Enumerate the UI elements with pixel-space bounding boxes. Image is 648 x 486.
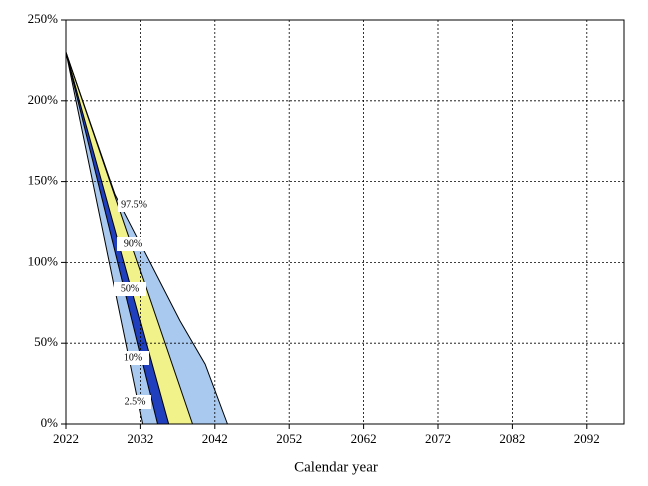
series-label: 50% — [121, 283, 139, 294]
label-box — [118, 198, 150, 212]
y-tick-label: 100% — [28, 253, 59, 268]
x-tick-label: 2062 — [351, 431, 377, 446]
y-tick-label: 150% — [28, 173, 59, 188]
label-box — [117, 351, 149, 365]
y-tick-label: 200% — [28, 92, 59, 107]
fan-band — [66, 52, 228, 424]
x-tick-label: 2052 — [276, 431, 302, 446]
x-tick-label: 2092 — [574, 431, 600, 446]
x-axis-label: Calendar year — [294, 459, 378, 475]
x-tick-label: 2042 — [202, 431, 228, 446]
plot-frame — [65, 19, 625, 425]
x-tick-label: 2072 — [425, 431, 451, 446]
label-box — [114, 282, 146, 296]
y-tick-label: 250% — [28, 11, 59, 26]
quantile-line — [65, 52, 228, 425]
x-tick-label: 2082 — [499, 431, 525, 446]
series-label: 2.5% — [125, 396, 146, 407]
label-box — [117, 237, 149, 251]
label-box — [119, 395, 151, 409]
x-tick-label: 2022 — [53, 431, 79, 446]
x-tick-label: 2032 — [127, 431, 153, 446]
series-label: 97.5% — [121, 199, 147, 210]
series-label: 90% — [124, 238, 142, 249]
y-tick-label: 0% — [41, 415, 59, 430]
y-tick-label: 50% — [34, 334, 58, 349]
series-label: 10% — [124, 352, 142, 363]
